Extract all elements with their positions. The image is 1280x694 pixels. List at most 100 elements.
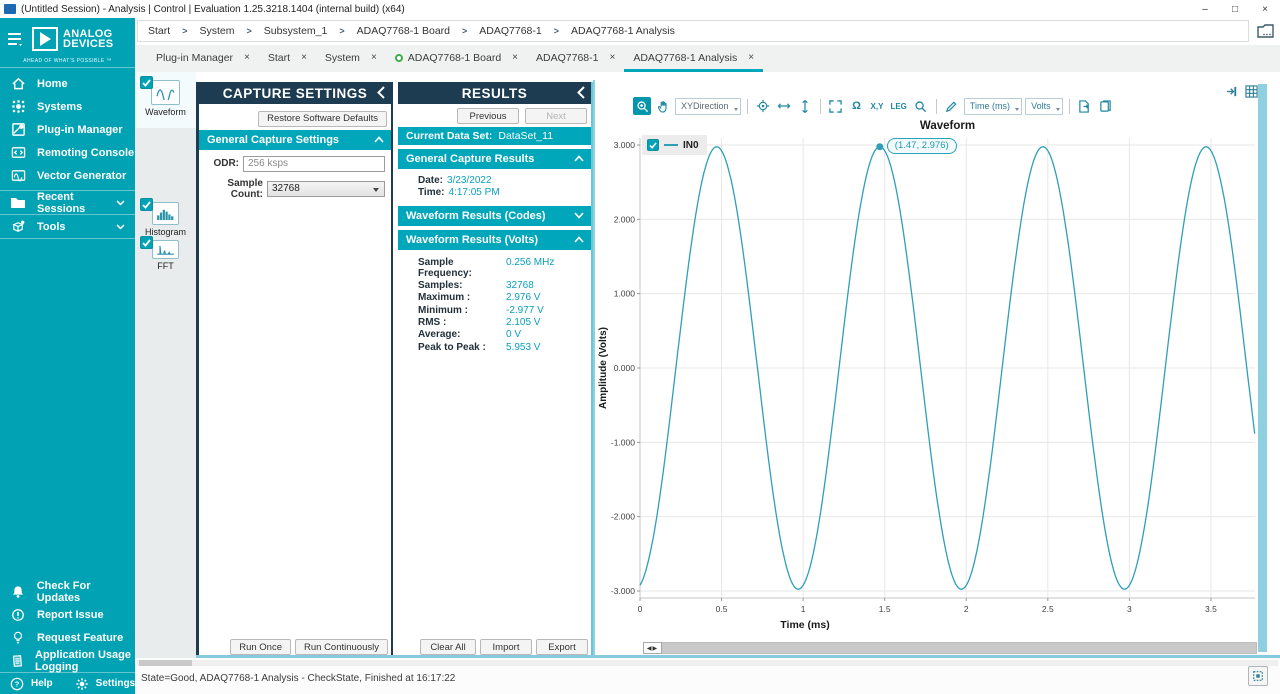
content-bottom-border — [196, 655, 1280, 658]
previous-button[interactable]: Previous — [457, 108, 519, 124]
chevron-down-icon[interactable] — [574, 212, 584, 219]
next-button[interactable]: Next — [525, 108, 587, 124]
histogram-checkbox[interactable] — [140, 198, 153, 211]
close-icon[interactable]: × — [244, 52, 250, 63]
legend-toggle[interactable]: LEG — [890, 101, 907, 111]
layout-restore-button[interactable] — [1248, 666, 1268, 686]
chevron-down-icon — [1015, 107, 1020, 111]
pan-hand-tool-button[interactable] — [654, 97, 672, 115]
bottom-scrollbar-track[interactable] — [137, 660, 1278, 666]
chart-vertical-scrollbar[interactable] — [1258, 84, 1267, 652]
series-visibility-checkbox[interactable] — [647, 139, 659, 151]
close-icon[interactable]: × — [609, 52, 616, 63]
view-item-waveform[interactable]: Waveform — [135, 76, 196, 117]
copy-to-clipboard-icon[interactable] — [1097, 97, 1115, 115]
view-item-fft[interactable]: FFT — [135, 236, 196, 271]
tab-system[interactable]: System × — [324, 51, 377, 64]
fft-checkbox[interactable] — [140, 236, 153, 249]
result-row: RMS :2.105 V — [418, 317, 541, 329]
chevron-up-icon[interactable] — [574, 155, 584, 162]
odr-input[interactable] — [243, 155, 385, 172]
sidebar-item-settings[interactable]: Settings — [95, 678, 136, 689]
chart-legend-item[interactable]: IN0 — [642, 135, 707, 155]
sidebar-item-vector-generator[interactable]: Vector Generator — [0, 164, 135, 187]
collapse-panel-icon[interactable] — [577, 86, 585, 99]
sidebar: ANALOG DEVICES AHEAD OF WHAT'S POSSIBLE … — [0, 18, 135, 694]
restore-software-defaults-button[interactable]: Restore Software Defaults — [258, 110, 387, 127]
tab-adaq7768-1[interactable]: ADAQ7768-1 × — [536, 51, 616, 64]
close-icon[interactable]: × — [512, 52, 519, 63]
sidebar-item-tools[interactable]: Tools — [0, 215, 135, 238]
svg-text:2.000: 2.000 — [614, 214, 636, 224]
x-unit-dropdown[interactable]: Time (ms) — [963, 97, 1023, 115]
svg-text:2.5: 2.5 — [1042, 604, 1054, 614]
breadcrumb-item[interactable]: Start — [148, 25, 171, 37]
annotate-pencil-icon[interactable] — [943, 97, 961, 115]
close-button[interactable]: × — [1262, 3, 1268, 15]
breadcrumb-item[interactable]: System — [199, 25, 235, 37]
fit-to-view-icon[interactable] — [827, 97, 845, 115]
run-once-button[interactable]: Run Once — [230, 639, 291, 655]
tab-plugin-manager[interactable]: Plug-in Manager × — [156, 51, 250, 64]
sidebar-item-application-usage-logging[interactable]: Application Usage Logging — [0, 649, 135, 673]
tab-start[interactable]: Start × — [267, 51, 307, 64]
sidebar-item-request-feature[interactable]: Request Feature — [0, 626, 135, 649]
collapse-panel-icon[interactable] — [377, 86, 385, 99]
chevron-up-icon[interactable] — [374, 135, 384, 143]
current-data-set: Current Data Set: DataSet_11 — [398, 127, 591, 145]
waveform-plot[interactable]: 0 0.5 1 1.5 2 2.5 3 3.5 3.000 2.000 1.000 0.000 -1.0… — [595, 80, 1280, 658]
breadcrumb-item[interactable]: ADAQ7768-1 Board — [356, 25, 451, 37]
svg-text:0.5: 0.5 — [716, 604, 728, 614]
maximize-button[interactable]: □ — [1231, 3, 1239, 15]
svg-text:Time (ms): Time (ms) — [780, 619, 829, 631]
minimize-button[interactable]: – — [1202, 3, 1208, 15]
analog-devices-logo — [32, 27, 58, 51]
session-folder-icon[interactable] — [1253, 20, 1277, 42]
sidebar-item-check-for-updates[interactable]: Check For Updates — [0, 580, 135, 604]
xy-direction-dropdown[interactable]: XYDirection — [675, 97, 741, 115]
result-row: Samples: 32768 — [418, 280, 534, 292]
sidebar-item-plugin-manager[interactable]: Plug-in Manager — [0, 118, 135, 141]
breadcrumb-item[interactable]: Subsystem_1 — [263, 25, 328, 37]
svg-text:-3.000: -3.000 — [611, 586, 635, 596]
hamburger-menu-icon[interactable] — [6, 31, 26, 47]
sidebar-item-help[interactable]: Help — [31, 678, 53, 689]
vertical-zoom-icon[interactable] — [796, 97, 814, 115]
import-button[interactable]: Import — [480, 639, 532, 655]
export-button[interactable]: Export — [536, 639, 588, 655]
close-icon[interactable]: × — [301, 52, 307, 63]
breadcrumb-item[interactable]: ADAQ7768-1 — [479, 25, 542, 37]
dock-panel-icon[interactable] — [1226, 85, 1239, 98]
grid-view-icon[interactable] — [1245, 85, 1258, 98]
zoom-in-tool-button[interactable] — [633, 97, 651, 115]
sidebar-item-systems[interactable]: Systems — [0, 95, 135, 118]
magnifier-icon[interactable] — [912, 97, 930, 115]
crosshair-tool-button[interactable] — [754, 97, 772, 115]
export-image-icon[interactable] — [1076, 97, 1094, 115]
waveform-checkbox[interactable] — [140, 76, 153, 89]
tab-adaq7768-1-board[interactable]: ADAQ7768-1 Board × — [386, 46, 527, 72]
chevron-up-icon[interactable] — [574, 235, 584, 243]
scrollbar-track[interactable] — [662, 642, 1257, 654]
breadcrumb-item[interactable]: ADAQ7768-1 Analysis — [571, 25, 675, 37]
view-item-histogram[interactable]: Histogram — [135, 198, 196, 237]
y-unit-dropdown[interactable]: Volts — [1025, 97, 1063, 115]
xy-axes-toggle[interactable]: X,Y — [870, 101, 884, 111]
sidebar-item-report-issue[interactable]: Report Issue — [0, 603, 135, 626]
bottom-scrollbar-thumb[interactable] — [139, 660, 192, 666]
close-icon[interactable]: × — [748, 52, 755, 63]
close-icon[interactable]: × — [370, 52, 377, 63]
scrollbar-stepper-icons[interactable]: ◀▶ — [643, 642, 662, 654]
sidebar-item-remoting-console[interactable]: Remoting Console — [0, 141, 135, 164]
sidebar-item-home[interactable]: Home — [0, 72, 135, 95]
tab-adaq7768-1-analysis[interactable]: ADAQ7768-1 Analysis × — [624, 46, 764, 72]
sample-count-label: Sample Count: — [227, 177, 263, 200]
horizontal-zoom-icon[interactable] — [775, 97, 793, 115]
sidebar-item-recent-sessions[interactable]: Recent Sessions — [0, 191, 135, 215]
clear-all-button[interactable]: Clear All — [420, 639, 476, 655]
svg-text:0.000: 0.000 — [614, 363, 636, 373]
chart-horizontal-scrollbar[interactable]: ◀▶ — [643, 642, 1257, 654]
sample-count-dropdown[interactable]: 32768 — [267, 180, 385, 197]
undo-zoom-icon[interactable]: Ω — [852, 100, 861, 112]
run-continuously-button[interactable]: Run Continuously — [295, 639, 388, 655]
